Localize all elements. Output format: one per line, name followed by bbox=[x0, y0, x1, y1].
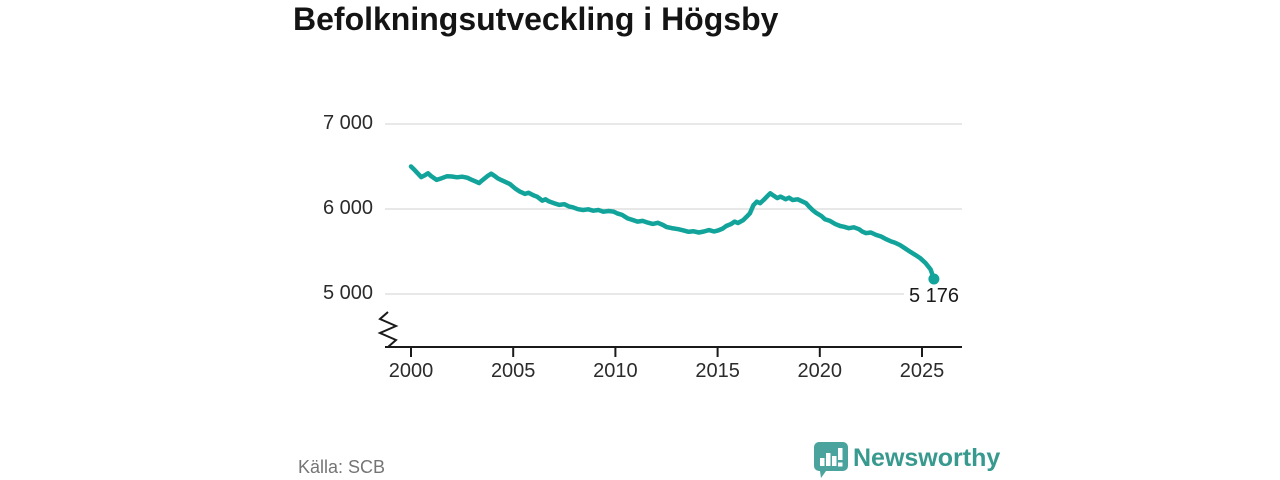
logo-bubble-shape bbox=[814, 442, 848, 478]
end-value-label: 5 176 bbox=[904, 285, 964, 308]
y-axis-label: 6 000 bbox=[322, 197, 373, 219]
population-line bbox=[408, 164, 937, 282]
x-axis-label: 2005 bbox=[490, 360, 536, 382]
end-point-dot bbox=[928, 273, 940, 285]
axis-break-icon bbox=[377, 311, 399, 348]
logo-exclamation-stroke bbox=[838, 448, 843, 460]
x-axis-label: 2000 bbox=[388, 360, 434, 382]
x-axis-label: 2010 bbox=[593, 360, 638, 382]
logo-exclamation-dot bbox=[838, 462, 843, 467]
source-note: Källa: SCB bbox=[298, 457, 386, 477]
x-axis-label: 2025 bbox=[899, 360, 945, 382]
x-axis-label: 2015 bbox=[695, 360, 740, 382]
y-axis-label: 7 000 bbox=[322, 112, 373, 134]
page-title: Befolkningsutveckling i Högsby bbox=[293, 1, 779, 37]
y-axis-label: 5 000 bbox=[322, 282, 373, 304]
x-axis-label: 2020 bbox=[797, 360, 843, 382]
newsworthy-wordmark: Newsworthy bbox=[853, 444, 1001, 472]
logo-bar-2 bbox=[826, 453, 831, 466]
logo-bar-1 bbox=[820, 458, 825, 466]
logo-bar-3 bbox=[832, 456, 837, 466]
newsworthy-logo-icon bbox=[814, 442, 848, 478]
